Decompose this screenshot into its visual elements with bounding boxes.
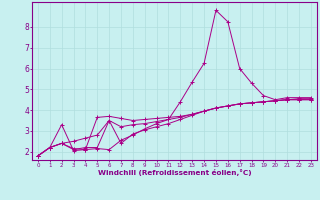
X-axis label: Windchill (Refroidissement éolien,°C): Windchill (Refroidissement éolien,°C) bbox=[98, 169, 251, 176]
